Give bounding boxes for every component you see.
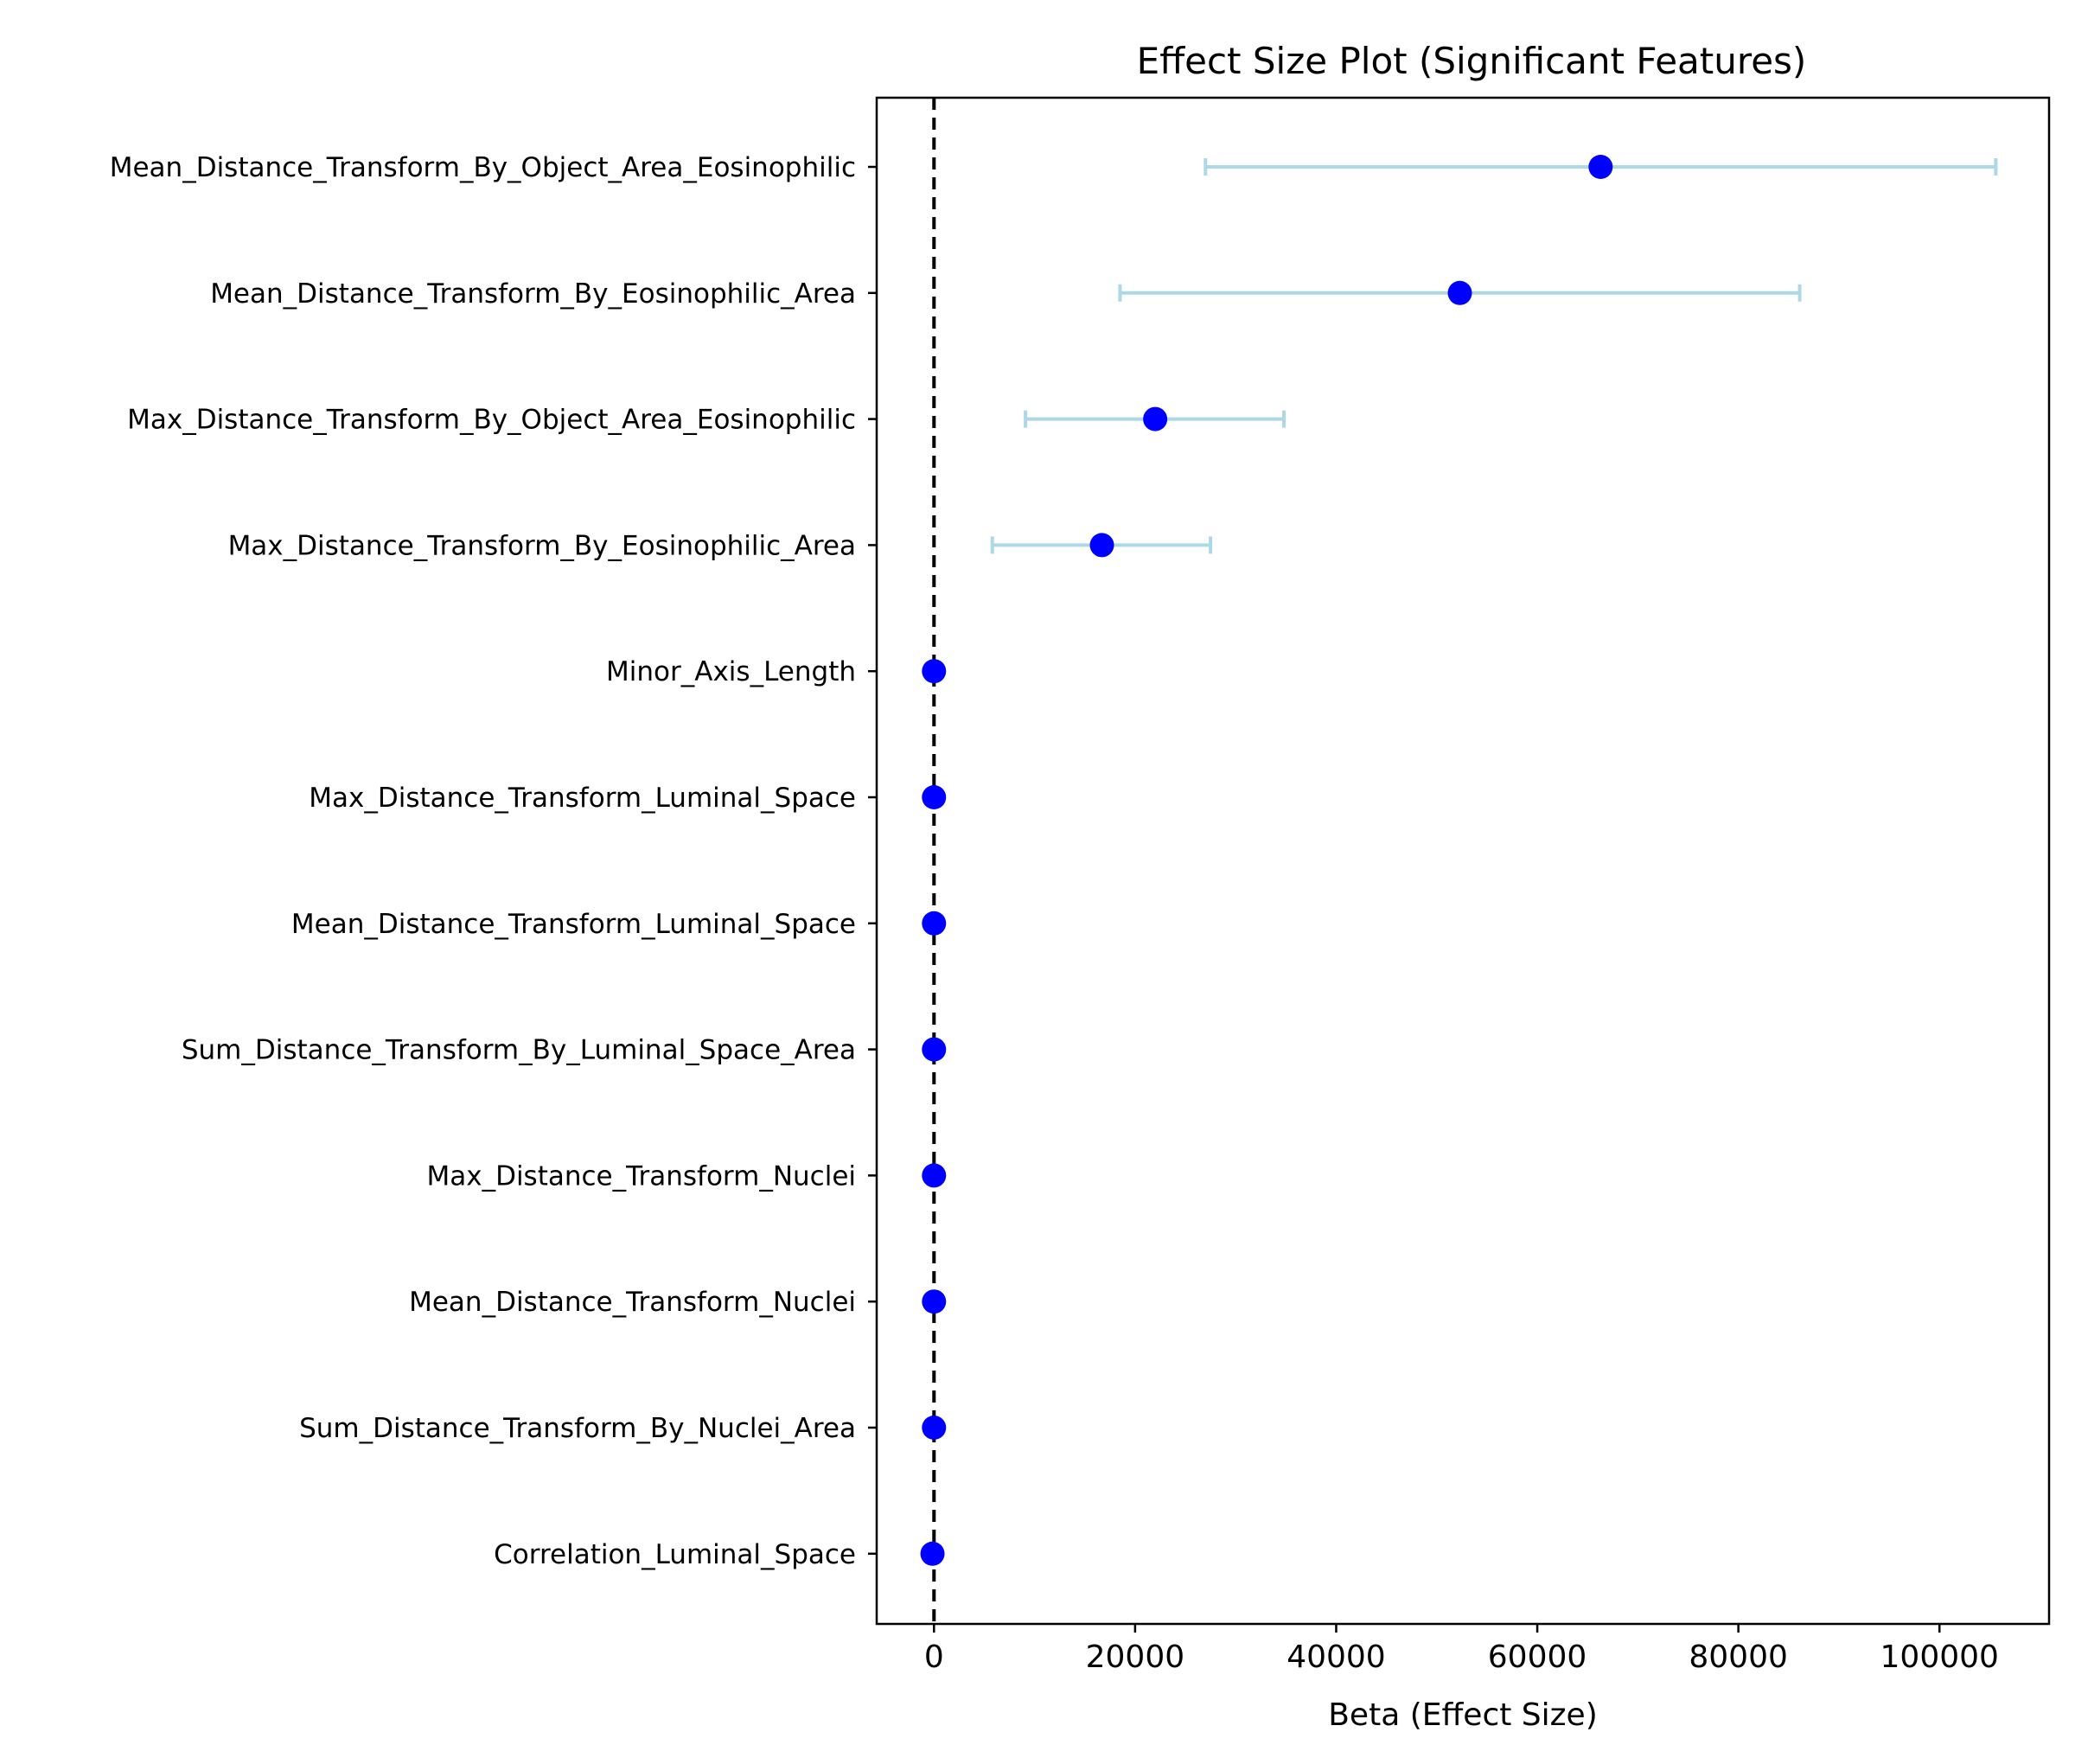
y-tick-label: Sum_Distance_Transform_By_Nuclei_Area: [299, 1413, 856, 1444]
x-tick-label: 0: [924, 1639, 944, 1675]
x-tick-label: 100000: [1880, 1639, 1999, 1675]
data-point: [1588, 155, 1613, 179]
y-tick-label: Correlation_Luminal_Space: [494, 1539, 856, 1570]
data-point: [1447, 280, 1472, 305]
data-point: [922, 1289, 947, 1314]
chart-title: Effect Size Plot (Significant Features): [1137, 40, 1807, 82]
x-tick-label: 20000: [1086, 1639, 1185, 1675]
x-tick-label: 40000: [1286, 1639, 1386, 1675]
y-tick-label: Mean_Distance_Transform_Nuclei: [409, 1287, 856, 1318]
x-axis: 0 20000 40000 60000 80000 100000: [924, 1624, 1999, 1675]
x-axis-label: Beta (Effect Size): [1328, 1697, 1598, 1733]
y-tick-label: Mean_Distance_Transform_Luminal_Space: [291, 909, 856, 940]
y-axis: Mean_Distance_Transform_By_Object_Area_E…: [110, 152, 877, 1570]
y-tick-label: Mean_Distance_Transform_By_Object_Area_E…: [110, 152, 856, 183]
errorbar-layer: [990, 158, 1998, 554]
data-point: [922, 785, 947, 809]
data-point: [922, 1037, 947, 1062]
data-point: [1089, 533, 1114, 558]
data-point: [920, 1541, 945, 1566]
y-tick-label: Minor_Axis_Length: [606, 656, 856, 687]
y-tick-label: Mean_Distance_Transform_By_Eosinophilic_…: [210, 278, 856, 310]
data-point: [922, 659, 947, 684]
data-point: [922, 911, 947, 936]
y-tick-label: Max_Distance_Transform_Nuclei: [426, 1160, 856, 1192]
y-tick-label: Max_Distance_Transform_Luminal_Space: [309, 783, 856, 814]
plot-area-frame: [875, 96, 2051, 1626]
data-point: [1143, 406, 1168, 431]
x-tick-label: 80000: [1689, 1639, 1788, 1675]
x-tick-label: 60000: [1488, 1639, 1587, 1675]
y-tick-label: Max_Distance_Transform_By_Object_Area_Eo…: [127, 405, 856, 436]
data-point: [922, 1163, 947, 1188]
y-tick-label: Max_Distance_Transform_By_Eosinophilic_A…: [228, 530, 856, 561]
y-tick-label: Sum_Distance_Transform_By_Luminal_Space_…: [182, 1035, 856, 1066]
data-point: [922, 1416, 947, 1440]
point-layer: [920, 155, 1613, 1566]
